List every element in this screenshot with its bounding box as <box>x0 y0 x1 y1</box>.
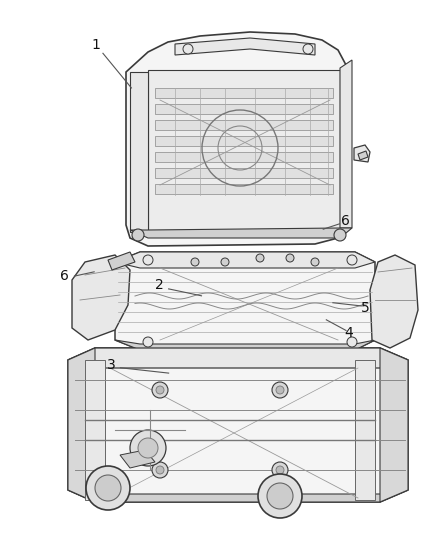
Circle shape <box>143 255 153 265</box>
Circle shape <box>221 258 229 266</box>
Circle shape <box>347 337 357 347</box>
Polygon shape <box>148 70 340 230</box>
Circle shape <box>347 255 357 265</box>
Polygon shape <box>68 348 408 502</box>
Polygon shape <box>155 120 333 130</box>
Polygon shape <box>155 168 333 178</box>
Circle shape <box>267 483 293 509</box>
Circle shape <box>138 438 158 458</box>
Circle shape <box>86 466 130 510</box>
Circle shape <box>132 229 144 241</box>
Circle shape <box>276 466 284 474</box>
Polygon shape <box>72 255 130 340</box>
Polygon shape <box>355 360 375 500</box>
Polygon shape <box>155 136 333 146</box>
Circle shape <box>272 462 288 478</box>
Circle shape <box>156 466 164 474</box>
Text: 4: 4 <box>344 326 353 340</box>
Text: 6: 6 <box>341 214 350 228</box>
Polygon shape <box>175 38 315 55</box>
Polygon shape <box>380 348 408 502</box>
Polygon shape <box>130 228 352 238</box>
Polygon shape <box>108 252 135 270</box>
Circle shape <box>191 258 199 266</box>
Circle shape <box>183 44 193 54</box>
Polygon shape <box>68 348 95 502</box>
Circle shape <box>95 475 121 501</box>
Circle shape <box>286 254 294 262</box>
Polygon shape <box>68 348 408 368</box>
Circle shape <box>303 44 313 54</box>
Polygon shape <box>115 252 375 268</box>
Polygon shape <box>130 72 148 232</box>
Polygon shape <box>155 152 333 162</box>
Circle shape <box>276 386 284 394</box>
Polygon shape <box>126 32 348 246</box>
Circle shape <box>256 254 264 262</box>
Text: 1: 1 <box>92 38 101 52</box>
Circle shape <box>152 462 168 478</box>
Circle shape <box>272 382 288 398</box>
Text: 6: 6 <box>60 269 69 283</box>
Polygon shape <box>155 184 333 194</box>
Circle shape <box>156 386 164 394</box>
Circle shape <box>152 382 168 398</box>
Polygon shape <box>358 151 368 160</box>
Circle shape <box>334 229 346 241</box>
Polygon shape <box>115 340 375 350</box>
Circle shape <box>143 337 153 347</box>
Polygon shape <box>120 450 155 468</box>
Polygon shape <box>155 104 333 114</box>
Circle shape <box>258 474 302 518</box>
Polygon shape <box>115 252 375 350</box>
Text: 2: 2 <box>155 278 164 292</box>
Text: 5: 5 <box>361 301 370 315</box>
Polygon shape <box>370 255 418 348</box>
Polygon shape <box>340 60 352 228</box>
Polygon shape <box>155 88 333 98</box>
Polygon shape <box>68 490 408 502</box>
Text: 3: 3 <box>107 358 116 372</box>
Polygon shape <box>85 360 105 500</box>
Circle shape <box>130 430 166 466</box>
Polygon shape <box>354 145 370 162</box>
Circle shape <box>311 258 319 266</box>
